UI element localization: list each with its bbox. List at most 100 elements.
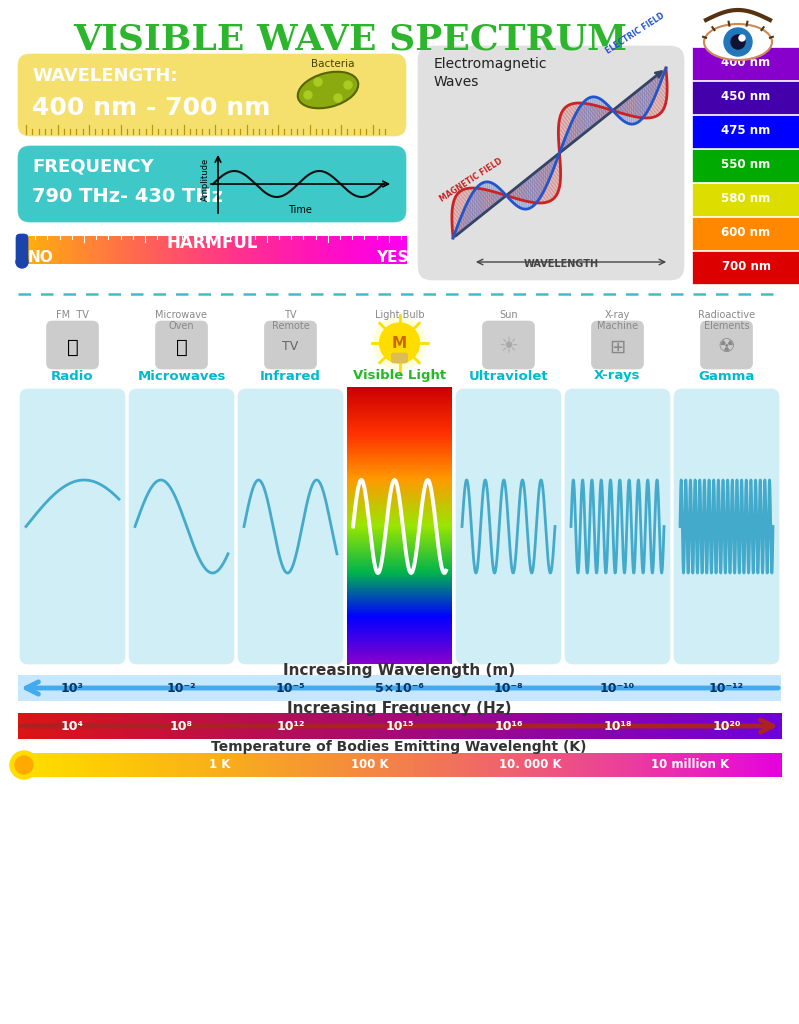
Bar: [347, 489, 452, 492]
Polygon shape: [472, 190, 475, 222]
Bar: [376, 753, 382, 777]
Bar: [347, 410, 452, 411]
Text: 550 nm: 550 nm: [721, 159, 770, 171]
Text: 10. 000 K: 10. 000 K: [499, 759, 562, 771]
Text: Sun: Sun: [499, 310, 518, 319]
Polygon shape: [555, 156, 556, 167]
Bar: [347, 552, 452, 553]
Bar: [636, 713, 644, 739]
Bar: [361, 713, 369, 739]
Bar: [99, 236, 102, 264]
FancyBboxPatch shape: [674, 389, 779, 664]
Polygon shape: [640, 87, 642, 121]
Bar: [347, 659, 452, 662]
Bar: [235, 236, 238, 264]
Bar: [113, 753, 120, 777]
Bar: [413, 753, 419, 777]
Bar: [356, 753, 364, 777]
Bar: [221, 236, 225, 264]
Polygon shape: [543, 164, 560, 186]
Polygon shape: [649, 80, 651, 109]
Bar: [562, 753, 569, 777]
Bar: [347, 439, 452, 441]
Polygon shape: [452, 228, 457, 237]
Bar: [347, 526, 452, 528]
Bar: [292, 713, 300, 739]
Bar: [260, 236, 264, 264]
Polygon shape: [593, 97, 595, 126]
Text: VISIBLE WAVE SPECTRUM: VISIBLE WAVE SPECTRUM: [73, 22, 627, 56]
Bar: [347, 396, 452, 398]
Circle shape: [314, 78, 322, 86]
Bar: [371, 236, 374, 264]
Bar: [316, 236, 319, 264]
Bar: [522, 713, 530, 739]
Bar: [186, 713, 194, 739]
Text: Light Bulb: Light Bulb: [375, 310, 424, 319]
Polygon shape: [627, 97, 646, 118]
Bar: [347, 478, 452, 480]
Text: ☀: ☀: [499, 337, 519, 357]
Polygon shape: [496, 185, 499, 204]
Bar: [713, 753, 719, 777]
Bar: [176, 753, 182, 777]
Bar: [313, 753, 320, 777]
Bar: [674, 713, 682, 739]
Bar: [347, 493, 452, 494]
Polygon shape: [491, 183, 494, 207]
Circle shape: [334, 94, 342, 102]
Bar: [93, 236, 96, 264]
Polygon shape: [481, 182, 483, 216]
Polygon shape: [490, 182, 491, 209]
Text: Microwaves: Microwaves: [137, 370, 225, 383]
Bar: [347, 603, 452, 604]
Bar: [347, 494, 452, 496]
Polygon shape: [485, 189, 499, 204]
Polygon shape: [582, 101, 584, 135]
Bar: [189, 236, 193, 264]
Bar: [300, 236, 303, 264]
Bar: [347, 490, 452, 493]
Polygon shape: [513, 188, 526, 201]
Bar: [251, 236, 255, 264]
Bar: [569, 753, 575, 777]
Polygon shape: [634, 92, 655, 118]
Bar: [63, 753, 70, 777]
Bar: [347, 565, 452, 567]
Bar: [213, 753, 220, 777]
Text: 100 K: 100 K: [352, 759, 389, 771]
Bar: [86, 236, 89, 264]
Bar: [31, 236, 34, 264]
Text: M: M: [392, 336, 407, 350]
Polygon shape: [528, 176, 551, 202]
Bar: [161, 236, 164, 264]
Polygon shape: [614, 108, 617, 115]
Bar: [150, 753, 157, 777]
Bar: [140, 713, 148, 739]
Bar: [347, 431, 452, 433]
Bar: [347, 463, 452, 465]
Bar: [144, 236, 148, 264]
Bar: [316, 713, 324, 739]
Bar: [196, 236, 200, 264]
Bar: [347, 615, 452, 617]
Bar: [769, 753, 775, 777]
Bar: [675, 753, 682, 777]
Polygon shape: [552, 158, 555, 173]
Bar: [731, 753, 737, 777]
Polygon shape: [642, 85, 645, 119]
Bar: [292, 236, 296, 264]
Circle shape: [373, 317, 426, 369]
Bar: [141, 236, 145, 264]
Bar: [276, 236, 280, 264]
Bar: [347, 395, 452, 397]
Bar: [57, 236, 61, 264]
Text: X-ray: X-ray: [605, 310, 630, 319]
Bar: [286, 236, 290, 264]
Bar: [45, 753, 51, 777]
Polygon shape: [459, 190, 481, 217]
Bar: [347, 407, 452, 409]
Text: Ultraviolet: Ultraviolet: [469, 370, 548, 383]
Bar: [347, 557, 452, 559]
Bar: [550, 753, 557, 777]
